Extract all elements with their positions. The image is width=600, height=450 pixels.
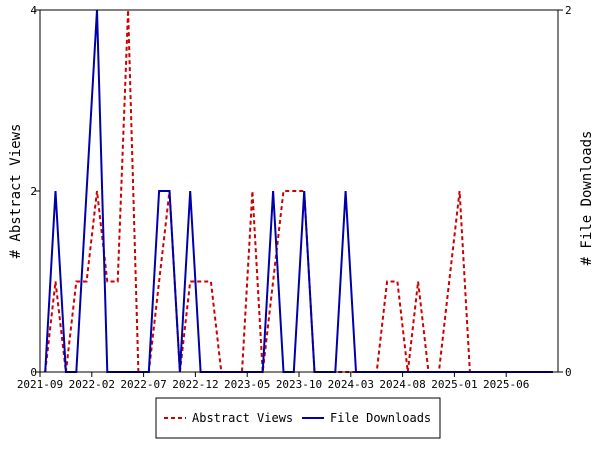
plot-lines — [44, 9, 553, 373]
legend-box — [155, 397, 441, 439]
plot-frame — [39, 9, 559, 373]
series-line-abstract-views — [44, 9, 553, 373]
y-tick-label-left: 4 — [30, 4, 37, 17]
x-tick-label: 2023-05 — [224, 378, 270, 391]
axis-ticks: 2021-09 2022-02 2022-07 2022-12 2023-05 2023-… — [17, 4, 572, 391]
x-tick-label: 2025-06 — [483, 378, 529, 391]
x-tick-label: 2025-01 — [431, 378, 477, 391]
y-tick-label-right: 0 — [565, 366, 572, 379]
x-tick-label: 2024-03 — [328, 378, 374, 391]
x-tick-label: 2022-07 — [120, 378, 166, 391]
x-tick-label: 2022-12 — [172, 378, 218, 391]
y-axis-title-right: # File Downloads — [579, 131, 595, 266]
y-axis-title-left: # Abstract Views — [8, 124, 24, 259]
x-tick-label: 2021-09 — [17, 378, 63, 391]
x-tick-label: 2023-10 — [276, 378, 322, 391]
series-line-file-downloads — [44, 9, 553, 373]
y-tick-label-right: 2 — [565, 4, 572, 17]
x-tick-label: 2022-02 — [69, 378, 115, 391]
y-tick-label-left: 2 — [30, 185, 37, 198]
legend: Abstract Views File Downloads — [155, 397, 441, 439]
x-tick-label: 2024-08 — [379, 378, 425, 391]
legend-label-file-downloads: File Downloads — [330, 411, 431, 425]
y-tick-label-left: 0 — [30, 366, 37, 379]
legend-label-abstract-views: Abstract Views — [192, 411, 293, 425]
